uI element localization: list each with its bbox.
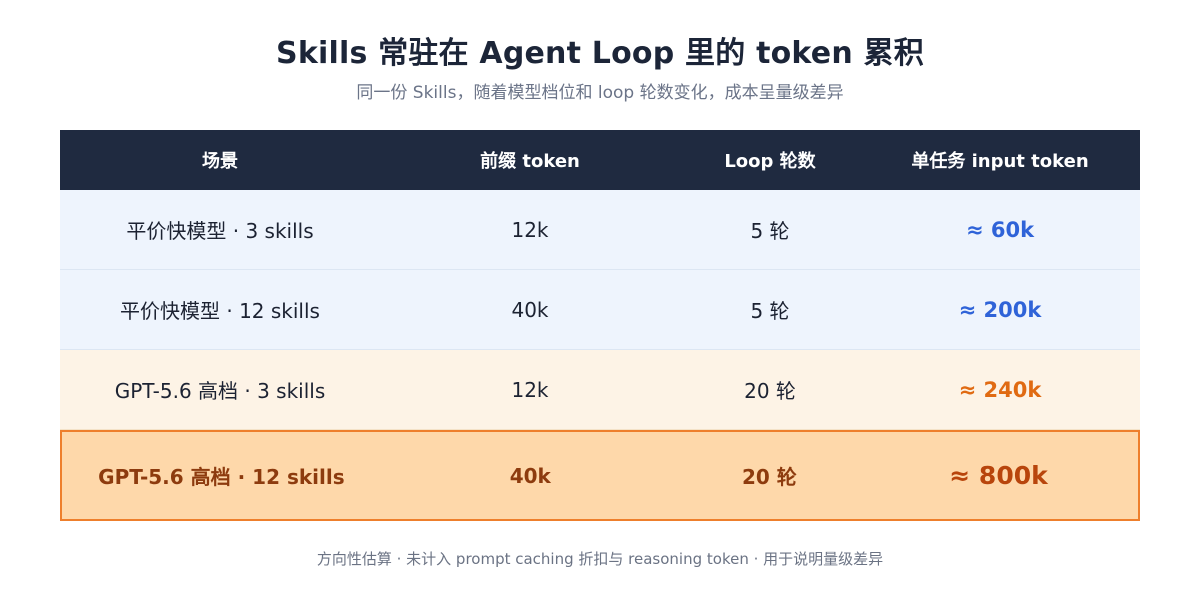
header-input-token: 单任务 input token: [911, 151, 1089, 172]
token-table: 场景 前缀 token Loop 轮数 单任务 input token 平价快模…: [60, 130, 1140, 521]
loop-rounds-cell: 20 轮: [744, 379, 796, 403]
header-prefix-token: 前缀 token: [480, 151, 580, 172]
input-token-cell: ≈ 60k: [965, 217, 1035, 242]
input-token-cell: ≈ 800k: [949, 461, 1048, 490]
prefix-token-cell: 12k: [511, 377, 549, 402]
loop-rounds-cell: 20 轮: [741, 465, 797, 489]
page-title: Skills 常驻在 Agent Loop 里的 token 累积: [276, 36, 924, 71]
loop-rounds-cell: 5 轮: [750, 219, 790, 243]
input-token-cell: ≈ 240k: [958, 377, 1042, 402]
table-header-row: 场景 前缀 token Loop 轮数 单任务 input token: [60, 130, 1140, 190]
scenario-cell: GPT-5.6 高档 · 12 skills: [98, 465, 345, 489]
prefix-token-cell: 40k: [511, 297, 549, 322]
prefix-token-cell: 12k: [511, 217, 549, 242]
table-row: 平价快模型 · 12 skills 40k 5 轮 ≈ 200k: [60, 270, 1140, 350]
table-row-highlighted: GPT-5.6 高档 · 12 skills 40k 20 轮 ≈ 800k: [60, 430, 1140, 521]
prefix-token-cell: 40k: [509, 463, 551, 488]
footnote: 方向性估算 · 未计入 prompt caching 折扣与 reasoning…: [316, 550, 884, 568]
header-loop-rounds: Loop 轮数: [724, 151, 816, 172]
scenario-cell: GPT-5.6 高档 · 3 skills: [114, 379, 326, 403]
header-scenario: 场景: [202, 151, 238, 172]
scenario-cell: 平价快模型 · 3 skills: [126, 219, 314, 243]
input-token-cell: ≈ 200k: [958, 297, 1042, 322]
table-row: 平价快模型 · 3 skills 12k 5 轮 ≈ 60k: [60, 190, 1140, 270]
table-row: GPT-5.6 高档 · 3 skills 12k 20 轮 ≈ 240k: [60, 350, 1140, 430]
loop-rounds-cell: 5 轮: [750, 299, 790, 323]
page-subtitle: 同一份 Skills，随着模型档位和 loop 轮数变化，成本呈量级差异: [356, 83, 844, 103]
scenario-cell: 平价快模型 · 12 skills: [120, 299, 320, 323]
